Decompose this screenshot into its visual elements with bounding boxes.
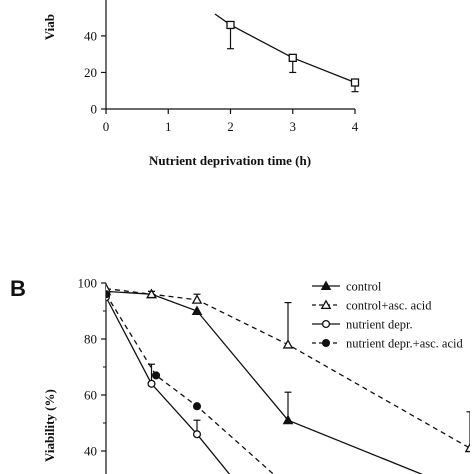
panel-a-x-tick-label: 2 <box>227 119 234 134</box>
panel-a: Viab Nutrient deprivation time (h) 02040… <box>42 0 360 168</box>
panel-b-series-line <box>106 296 231 474</box>
panel-a-x-tick-label: 0 <box>103 119 110 134</box>
panel-b-data-point <box>191 294 203 304</box>
panel-b-data-point <box>282 339 294 349</box>
legend-marker <box>320 280 332 291</box>
panel-b-data-point <box>152 371 161 380</box>
panel-b-data-point <box>192 402 202 411</box>
panel-b-data-point <box>191 305 203 316</box>
panel-b-error-bar <box>466 411 470 449</box>
panel-b-plot-area <box>106 283 470 474</box>
legend-label: nutrient depr.+asc. acid <box>346 337 463 351</box>
panel-b-data-point <box>106 290 111 299</box>
panel-b-data-point <box>282 414 294 425</box>
panel-a-y-tick-label: 20 <box>84 65 97 80</box>
panel-a-x-tick-label: 1 <box>165 119 172 134</box>
panel-b-data-point <box>146 288 157 299</box>
panel-b-y-tick-label: 40 <box>84 444 97 459</box>
panel-a-y-tick-label: 0 <box>91 102 98 117</box>
panel-b-data-point <box>464 442 470 453</box>
panel-b-letter: B <box>10 276 26 301</box>
panel-b-legend: control control+asc. acid nutrient depr. nu… <box>312 280 463 351</box>
legend-marker <box>321 319 331 329</box>
panel-b-data-point <box>106 283 112 293</box>
legend-label: control <box>346 280 382 294</box>
panel-a-x-axis-label: Nutrient deprivation time (h) <box>149 153 311 168</box>
panel-a-x-tick-label: 3 <box>290 119 297 134</box>
panel-b: B Viability (%) control control+asc. acid… <box>10 276 470 474</box>
panel-a-data-point <box>350 78 360 87</box>
panel-a-data-point <box>226 20 235 30</box>
legend-label: control+asc. acid <box>346 299 432 313</box>
panel-b-y-tick-label: 100 <box>78 276 98 291</box>
panel-b-y-tick-label: 60 <box>84 388 97 403</box>
panel-b-y-tick-label: 80 <box>84 332 97 347</box>
panel-b-data-point <box>192 430 202 439</box>
legend-marker <box>321 338 331 348</box>
panel-a-series-line <box>214 13 356 84</box>
panel-a-data-point <box>288 53 297 62</box>
legend-marker <box>320 299 332 310</box>
panel-b-data-point <box>147 379 156 388</box>
legend-label: nutrient depr. <box>346 318 413 332</box>
panel-a-x-tick-label: 4 <box>352 119 359 134</box>
panel-a-y-axis-label: Viab <box>42 14 57 40</box>
panel-a-y-tick-label: 40 <box>84 28 97 43</box>
panel-b-error-bar <box>284 302 292 345</box>
panel-b-series-line <box>106 293 275 474</box>
panel-b-y-axis-label: Viability (%) <box>42 389 57 462</box>
